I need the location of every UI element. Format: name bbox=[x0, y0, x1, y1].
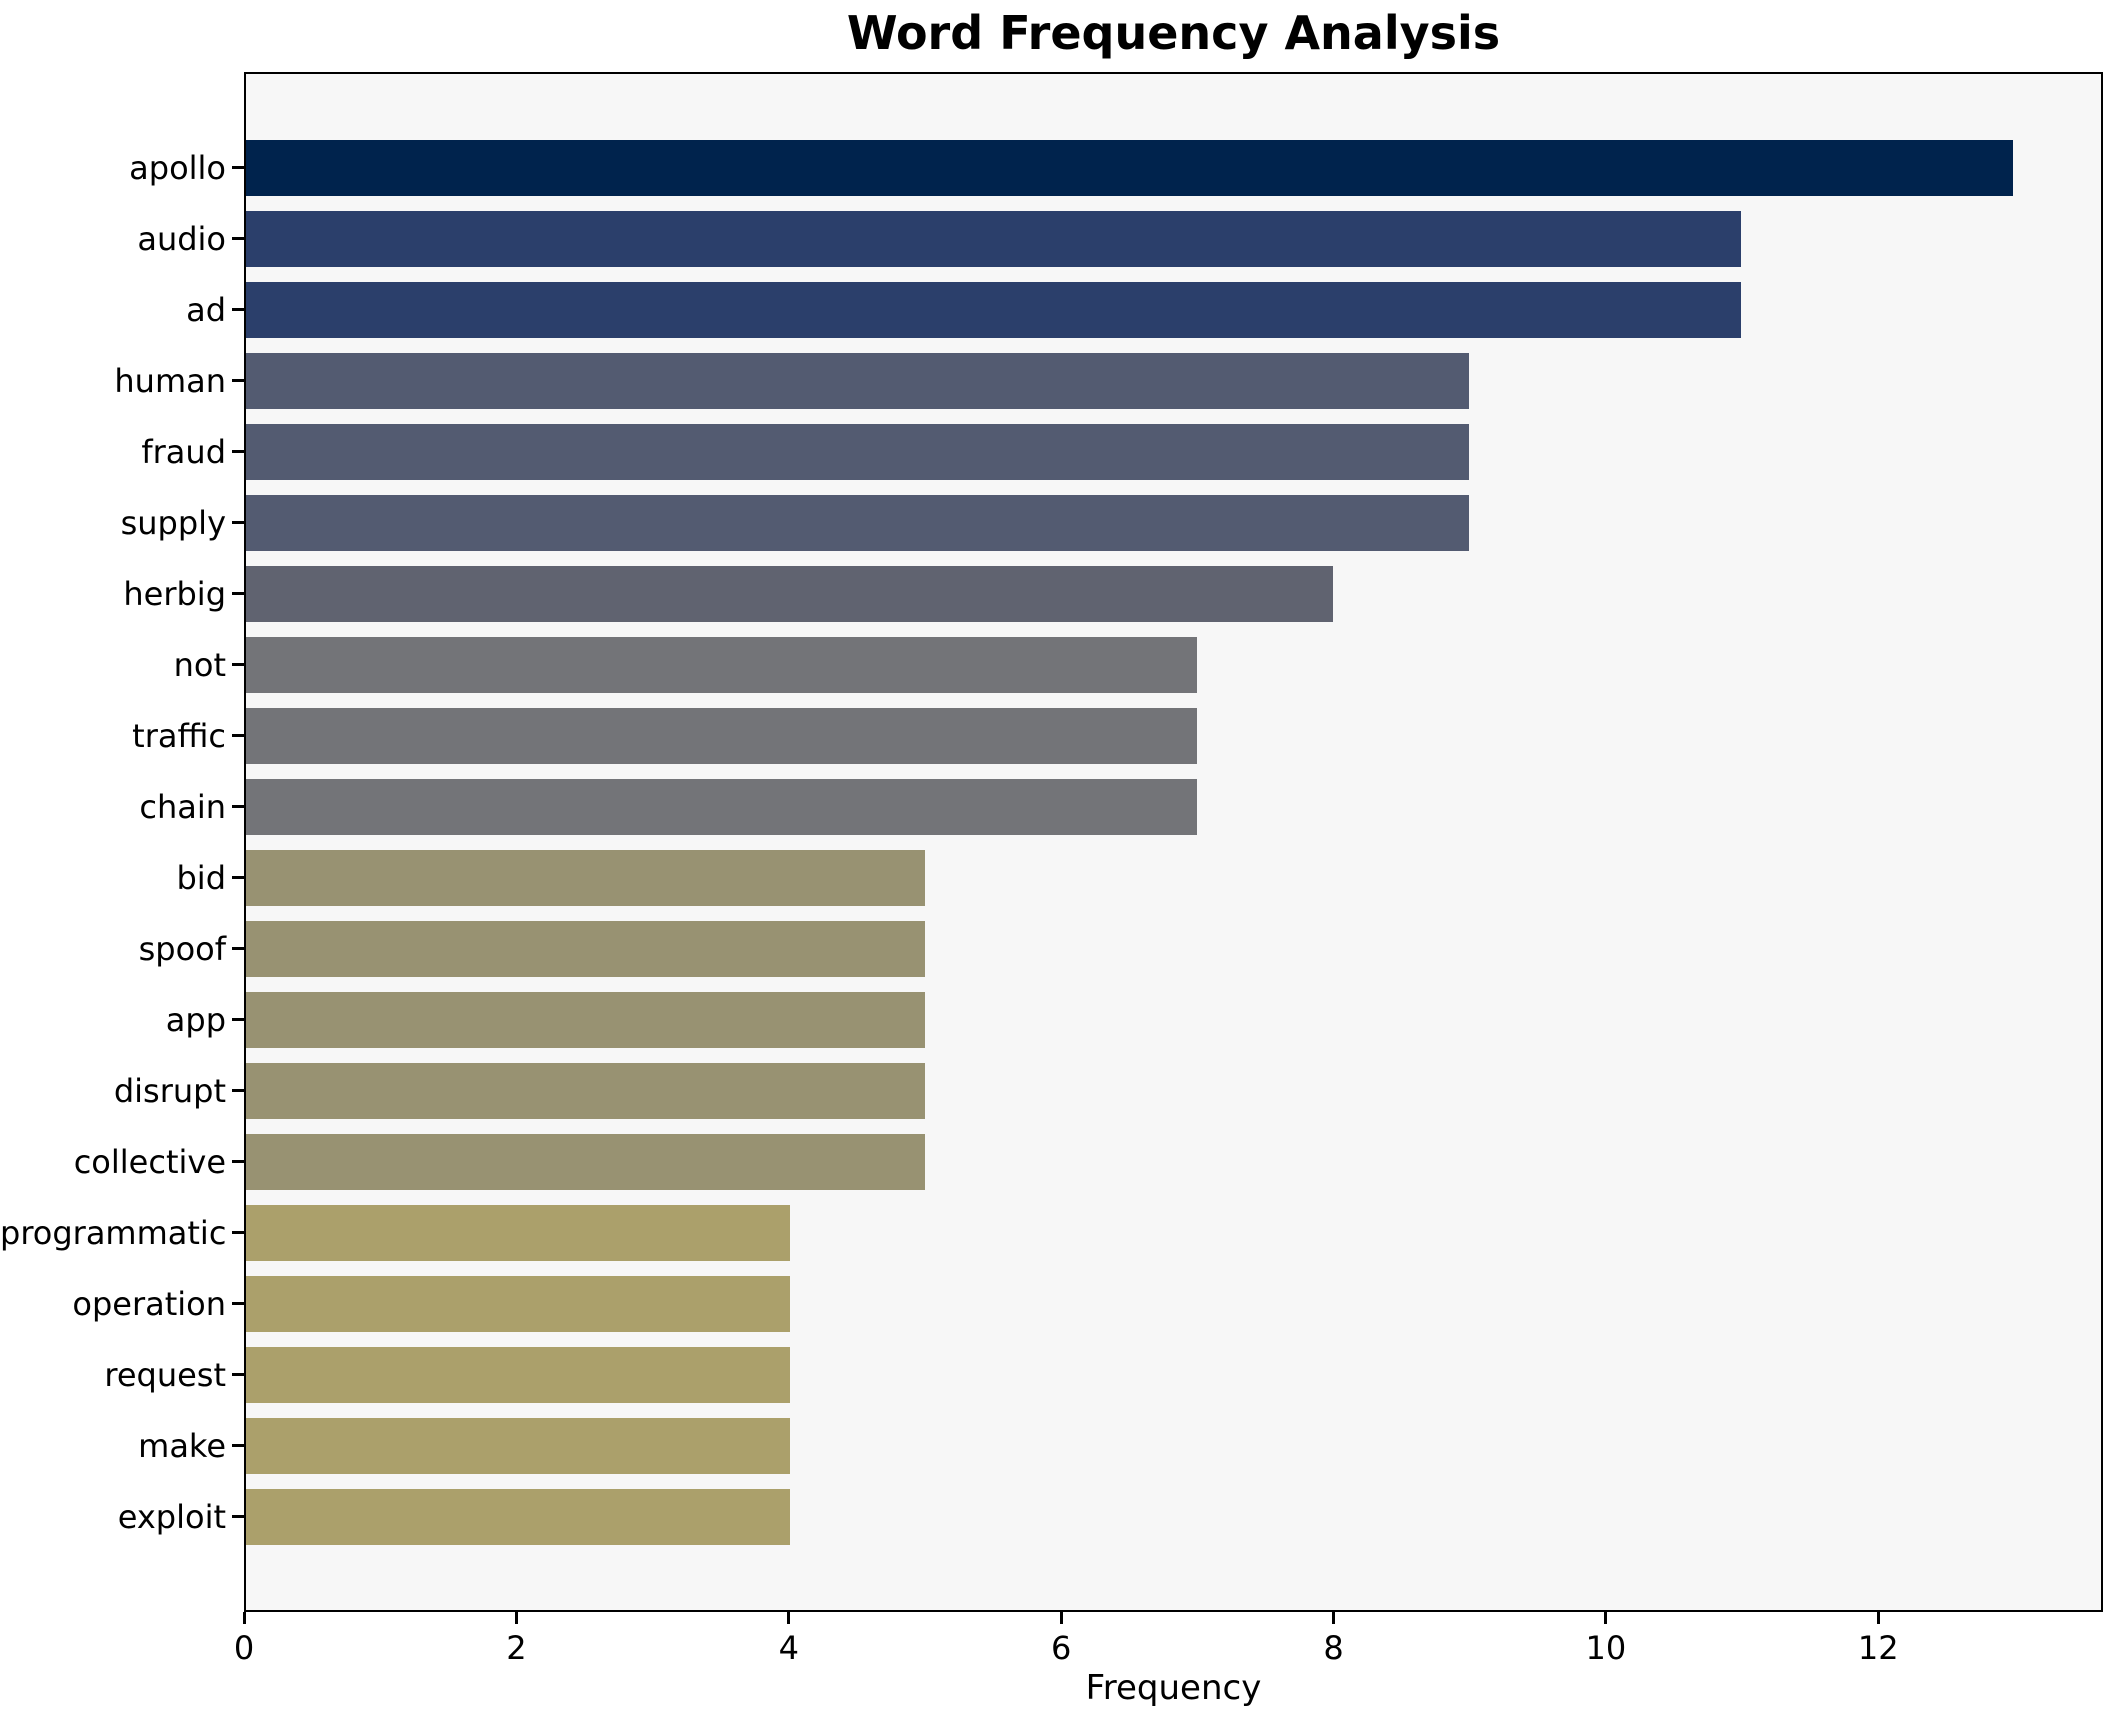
y-tick-mark bbox=[232, 521, 244, 524]
y-tick-label-exploit: exploit bbox=[117, 1497, 226, 1536]
bar-apollo bbox=[246, 139, 2013, 196]
y-tick-mark bbox=[232, 1373, 244, 1376]
y-tick-label-bid: bid bbox=[176, 858, 226, 897]
bar-not bbox=[246, 636, 1198, 693]
x-tick-label-10: 10 bbox=[1585, 1629, 1627, 1667]
bar-fraud bbox=[246, 423, 1470, 480]
y-tick-mark bbox=[232, 237, 244, 240]
y-tick-label-make: make bbox=[138, 1426, 226, 1465]
bar-supply bbox=[246, 494, 1470, 551]
bar-operation bbox=[246, 1275, 790, 1332]
y-tick-label-request: request bbox=[104, 1355, 226, 1394]
x-tick-mark bbox=[1876, 1612, 1880, 1624]
y-tick-label-ad: ad bbox=[186, 290, 226, 329]
y-tick-mark bbox=[232, 1515, 244, 1518]
y-tick-mark bbox=[232, 1160, 244, 1163]
y-tick-label-programmatic: programmatic bbox=[0, 1213, 227, 1252]
y-tick-mark bbox=[232, 734, 244, 737]
x-axis-title: Frequency bbox=[1085, 1668, 1262, 1708]
y-tick-label-chain: chain bbox=[139, 787, 226, 826]
x-tick-mark bbox=[242, 1612, 246, 1624]
bar-human bbox=[246, 352, 1470, 409]
x-tick-mark bbox=[1332, 1612, 1336, 1624]
bar-make bbox=[246, 1417, 790, 1474]
y-tick-label-spoof: spoof bbox=[138, 929, 226, 968]
bar-ad bbox=[246, 281, 1741, 338]
bar-chain bbox=[246, 778, 1198, 835]
y-tick-label-audio: audio bbox=[137, 219, 226, 258]
bar-exploit bbox=[246, 1488, 790, 1545]
bar-collective bbox=[246, 1133, 926, 1190]
y-tick-mark bbox=[232, 1302, 244, 1305]
y-tick-mark bbox=[232, 663, 244, 666]
y-tick-mark bbox=[232, 379, 244, 382]
x-tick-label-6: 6 bbox=[1050, 1629, 1072, 1667]
x-tick-label-0: 0 bbox=[233, 1629, 255, 1667]
bar-app bbox=[246, 991, 926, 1048]
y-tick-mark bbox=[232, 1089, 244, 1092]
y-tick-mark bbox=[232, 1018, 244, 1021]
y-tick-label-herbig: herbig bbox=[123, 574, 226, 613]
x-tick-mark bbox=[1604, 1612, 1608, 1624]
y-tick-label-human: human bbox=[114, 361, 226, 400]
bar-request bbox=[246, 1346, 790, 1403]
x-tick-label-8: 8 bbox=[1323, 1629, 1344, 1667]
x-tick-mark bbox=[1059, 1612, 1063, 1624]
bar-programmatic bbox=[246, 1204, 790, 1261]
y-tick-mark bbox=[232, 308, 244, 311]
plot-area bbox=[244, 72, 2103, 1612]
y-tick-mark bbox=[232, 1231, 244, 1234]
y-tick-mark bbox=[232, 876, 244, 879]
x-tick-label-4: 4 bbox=[778, 1629, 799, 1667]
x-tick-label-2: 2 bbox=[506, 1629, 527, 1667]
y-tick-label-supply: supply bbox=[120, 503, 226, 542]
bar-disrupt bbox=[246, 1062, 926, 1119]
x-tick-mark bbox=[787, 1612, 791, 1624]
bar-audio bbox=[246, 210, 1741, 267]
bar-spoof bbox=[246, 920, 926, 977]
y-tick-label-app: app bbox=[165, 1000, 226, 1039]
chart-title: Word Frequency Analysis bbox=[846, 6, 1501, 60]
bar-bid bbox=[246, 849, 926, 906]
y-tick-mark bbox=[232, 947, 244, 950]
y-tick-mark bbox=[232, 592, 244, 595]
y-tick-label-apollo: apollo bbox=[129, 148, 226, 187]
x-tick-label-12: 12 bbox=[1857, 1629, 1899, 1667]
y-tick-label-fraud: fraud bbox=[141, 432, 226, 471]
y-tick-label-traffic: traffic bbox=[132, 716, 226, 755]
y-tick-label-operation: operation bbox=[72, 1284, 226, 1323]
y-tick-label-collective: collective bbox=[73, 1142, 226, 1181]
y-tick-mark bbox=[232, 1444, 244, 1447]
x-tick-mark bbox=[514, 1612, 518, 1624]
bar-traffic bbox=[246, 707, 1198, 764]
y-tick-label-disrupt: disrupt bbox=[113, 1071, 226, 1110]
y-tick-mark bbox=[232, 166, 244, 169]
y-tick-label-not: not bbox=[173, 645, 226, 684]
y-tick-mark bbox=[232, 450, 244, 453]
y-tick-mark bbox=[232, 805, 244, 808]
bar-herbig bbox=[246, 565, 1334, 622]
